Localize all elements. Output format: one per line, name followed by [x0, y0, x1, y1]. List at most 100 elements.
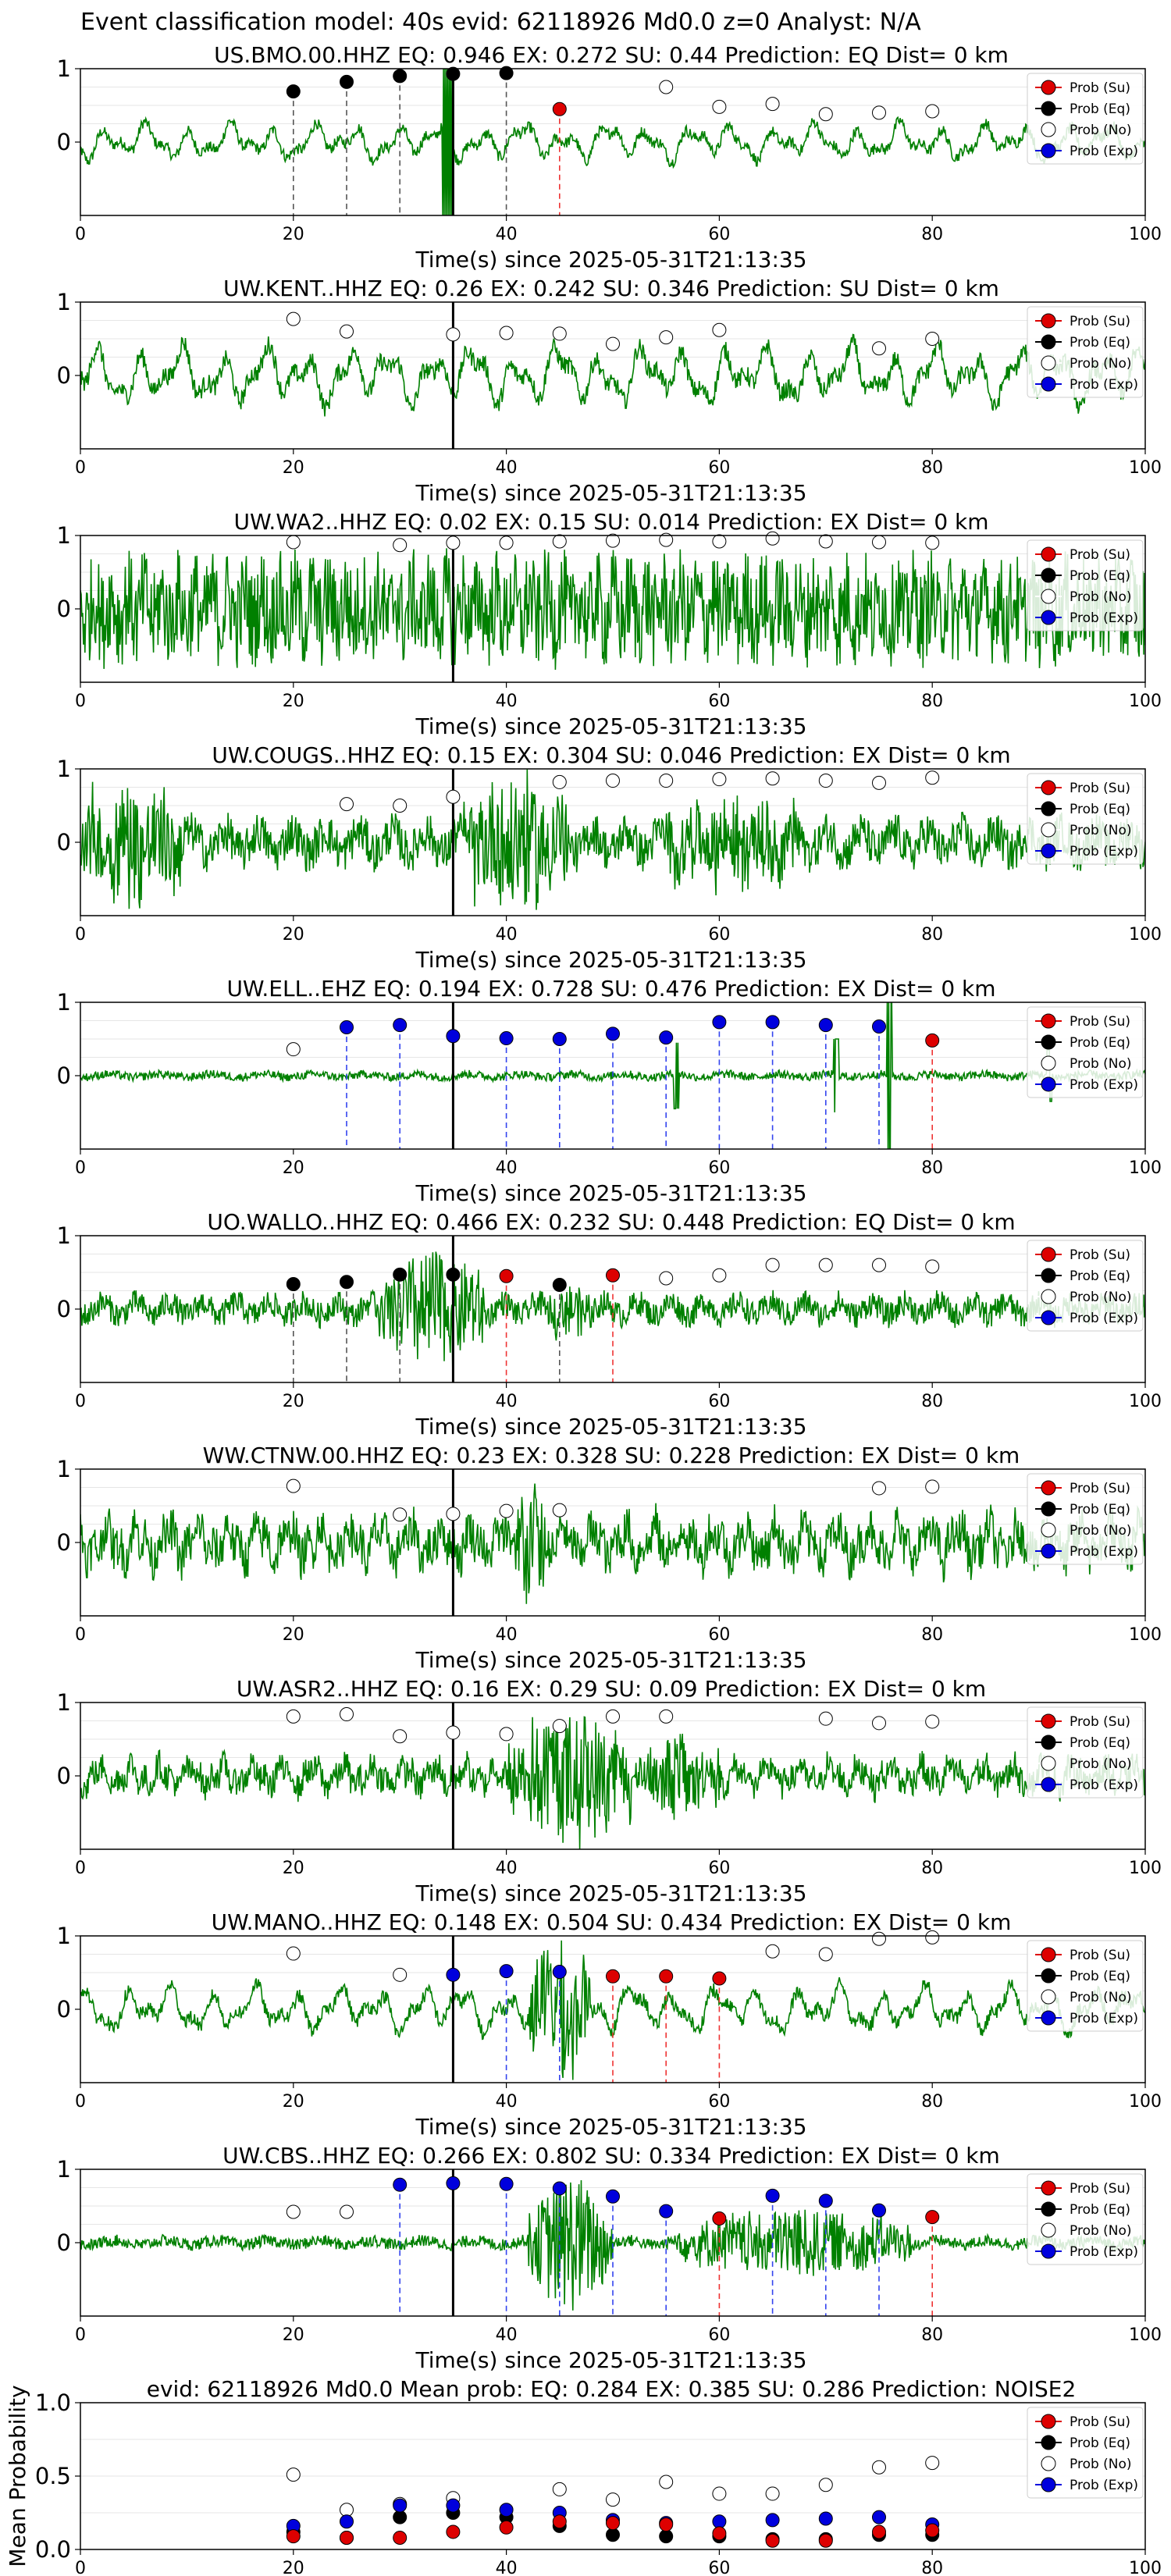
legend: Prob (Su) Prob (Eq) Prob (No) Prob (Exp): [1027, 2173, 1144, 2265]
x-tick-label: 60: [708, 2559, 730, 2576]
panel-2: UW.KENT..HHZ EQ: 0.26 EX: 0.242 SU: 0.34…: [57, 276, 1162, 506]
probability-point-no: [765, 1944, 780, 1959]
y-tick-label: 0: [57, 1062, 71, 1089]
waveform-line: [80, 333, 1145, 417]
legend-marker: [1041, 1522, 1056, 1538]
x-axis-label: Time(s) since 2025-05-31T21:13:35: [415, 480, 806, 506]
legend-box: [1027, 773, 1144, 865]
waveform-line: [80, 2179, 1145, 2311]
probability-point-no: [552, 774, 567, 789]
probability-point-exp: [818, 2194, 833, 2208]
x-axis-label: Time(s) since 2025-05-31T21:13:35: [415, 2114, 806, 2140]
x-tick-label: 60: [708, 692, 730, 711]
probability-point-no: [925, 104, 940, 119]
probability-point-no: [393, 799, 408, 813]
mean-prob-point-su: [499, 2520, 514, 2535]
probability-point-no: [286, 1042, 301, 1057]
mean-prob-point-exp: [446, 2498, 461, 2513]
probability-point-exp: [499, 1031, 514, 1046]
mean-prob-point-su: [872, 2524, 886, 2539]
y-tick-label: 1: [57, 1456, 71, 1482]
x-tick-label: 60: [708, 1158, 730, 1178]
probability-point-no: [340, 797, 354, 812]
probability-point-no: [286, 1709, 301, 1724]
waveform-line: [80, 69, 1145, 215]
x-tick-label: 0: [75, 692, 86, 711]
probability-point-no: [818, 1947, 833, 1962]
probability-point-no: [872, 105, 886, 120]
x-tick-label: 40: [496, 692, 518, 711]
mean-prob-point-su: [446, 2524, 461, 2539]
legend-label: Prob (Eq): [1070, 802, 1130, 817]
legend-label: Prob (Exp): [1070, 1544, 1138, 1560]
panel-title: UW.CBS..HHZ EQ: 0.266 EX: 0.802 SU: 0.33…: [222, 2143, 1000, 2169]
x-tick-label: 60: [708, 225, 730, 244]
probability-point-no: [499, 1727, 514, 1742]
legend-label: Prob (Exp): [1070, 2478, 1138, 2493]
y-tick-label: 0.5: [35, 2463, 71, 2489]
mean-prob-point-no: [552, 2482, 567, 2496]
x-tick-label: 80: [921, 2092, 943, 2112]
x-tick-label: 40: [496, 2092, 518, 2112]
probability-point-eq: [340, 1275, 354, 1290]
x-tick-label: 20: [283, 2092, 304, 2112]
probability-point-exp: [872, 2203, 886, 2218]
probability-point-exp: [446, 2176, 461, 2190]
probability-point-no: [925, 1259, 940, 1274]
probability-point-exp: [340, 1019, 354, 1034]
probability-point-no: [872, 1716, 886, 1731]
x-tick-label: 0: [75, 1625, 86, 1645]
x-axis-label: Time(s) since 2025-05-31T21:13:35: [415, 2347, 806, 2373]
legend-label: Prob (Exp): [1070, 144, 1138, 159]
legend-marker: [1041, 2201, 1056, 2217]
x-tick-label: 0: [75, 1392, 86, 1411]
x-axis-label: Time(s) since 2025-05-31T21:13:35: [415, 1647, 806, 1673]
legend-label: Prob (Su): [1070, 1247, 1130, 1263]
x-tick-label: 60: [708, 1392, 730, 1411]
probability-point-no: [446, 789, 461, 804]
probability-point-exp: [606, 1026, 620, 1041]
x-tick-label: 100: [1129, 925, 1162, 945]
probability-point-no: [446, 1725, 461, 1740]
probability-point-no: [872, 341, 886, 356]
legend-label: Prob (No): [1070, 1523, 1132, 1539]
probability-point-su: [499, 1268, 514, 1283]
panel-title: evid: 62118926 Md0.0 Mean prob: EQ: 0.28…: [147, 2376, 1077, 2402]
y-tick-label: 0: [57, 1529, 71, 1556]
legend-label: Prob (Su): [1070, 1714, 1130, 1730]
legend-label: Prob (Exp): [1070, 1311, 1138, 1326]
legend-box: [1027, 1240, 1144, 1332]
panel-3: UW.WA2..HHZ EQ: 0.02 EX: 0.15 SU: 0.014 …: [57, 509, 1162, 739]
waveform-line: [80, 548, 1145, 671]
legend: Prob (Su) Prob (Eq) Prob (No) Prob (Exp): [1027, 539, 1144, 632]
y-tick-label: 0: [57, 362, 71, 389]
probability-point-exp: [446, 1029, 461, 1044]
legend-label: Prob (Su): [1070, 2181, 1130, 2197]
legend-marker: [1041, 1989, 1056, 2005]
legend-label: Prob (Su): [1070, 1948, 1130, 1963]
legend-marker: [1041, 143, 1056, 158]
x-tick-label: 60: [708, 925, 730, 945]
legend-label: Prob (Exp): [1070, 2244, 1138, 2260]
x-tick-label: 40: [496, 2559, 518, 2576]
axes-frame: [80, 1235, 1146, 1383]
axes-frame: [80, 1002, 1146, 1150]
legend-marker: [1041, 2477, 1056, 2492]
probability-point-no: [818, 1711, 833, 1726]
x-tick-label: 80: [921, 1859, 943, 1878]
mean-prob-point-exp: [765, 2513, 780, 2528]
legend-label: Prob (Su): [1070, 314, 1130, 329]
probability-point-exp: [393, 2177, 408, 2192]
x-tick-label: 0: [75, 2325, 86, 2345]
legend: Prob (Su) Prob (Eq) Prob (No) Prob (Exp): [1027, 1240, 1144, 1332]
figure-title: Event classification model: 40s evid: 62…: [80, 9, 921, 36]
probability-point-no: [393, 1967, 408, 1982]
axes-frame: [80, 1935, 1146, 2083]
y-tick-label: 1: [57, 1923, 71, 1949]
legend-marker: [1041, 1289, 1056, 1304]
x-tick-label: 0: [75, 925, 86, 945]
probability-point-no: [499, 326, 514, 340]
legend-label: Prob (Exp): [1070, 377, 1138, 393]
probability-point-exp: [499, 2176, 514, 2191]
